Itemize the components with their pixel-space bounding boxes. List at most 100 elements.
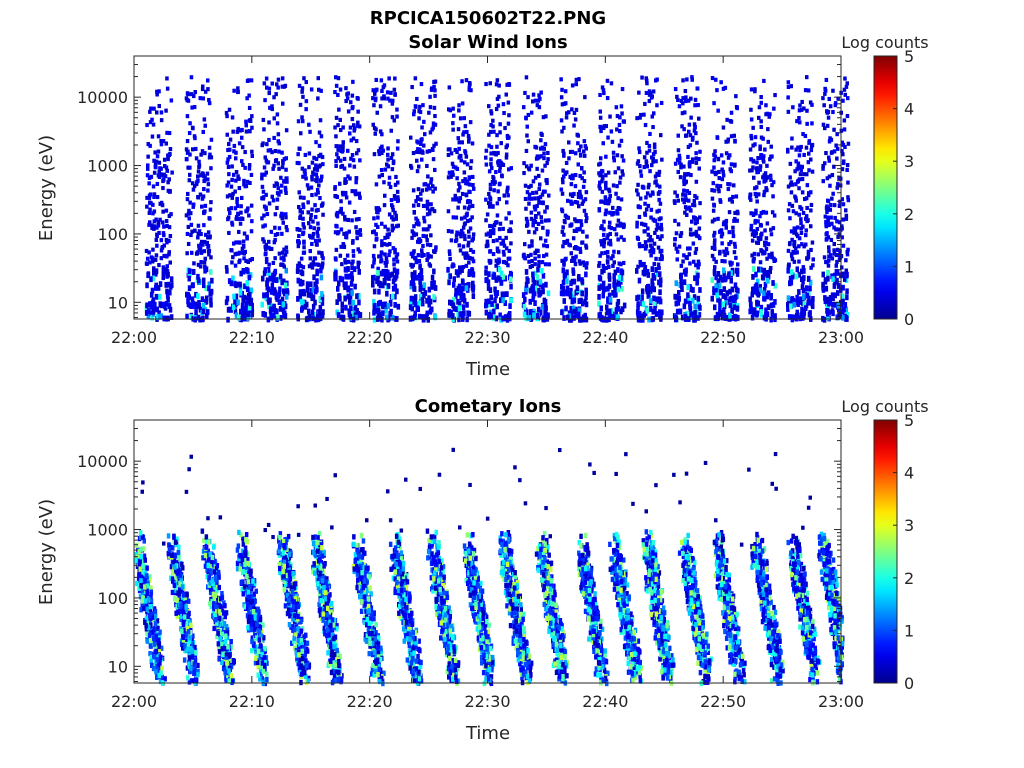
heatmap-cell xyxy=(762,193,766,198)
heatmap-cell xyxy=(145,195,149,200)
heatmap-cell xyxy=(679,233,683,238)
heatmap-cell xyxy=(597,294,601,300)
heatmap-cell xyxy=(678,156,682,161)
heatmap-cell xyxy=(507,211,511,216)
heatmap-cell xyxy=(462,233,467,238)
heatmap-cell xyxy=(160,674,165,680)
heatmap-cell xyxy=(635,309,640,316)
heatmap-cell xyxy=(799,217,803,222)
heatmap-cell xyxy=(246,311,251,317)
heatmap-cell xyxy=(154,217,158,222)
heatmap-cell xyxy=(690,157,695,162)
heatmap-cell xyxy=(356,247,360,252)
heatmap-cell xyxy=(237,176,241,181)
heatmap-cell xyxy=(164,141,168,146)
heatmap-cell xyxy=(311,303,316,310)
heatmap-cell xyxy=(316,76,320,81)
heatmap-cell xyxy=(145,565,149,571)
heatmap-cell xyxy=(371,281,375,288)
heatmap-cell xyxy=(277,166,281,171)
heatmap-cell xyxy=(600,268,604,275)
heatmap-cell xyxy=(275,82,279,87)
heatmap-cell xyxy=(597,207,601,212)
heatmap-cell xyxy=(302,76,306,81)
burst-0 xyxy=(134,480,167,686)
heatmap-cell xyxy=(458,116,463,121)
heatmap-cell xyxy=(788,241,792,246)
heatmap-cell xyxy=(769,266,773,271)
heatmap-cell xyxy=(729,110,734,115)
heatmap-cell xyxy=(507,248,511,253)
heatmap-cell xyxy=(161,220,165,225)
heatmap-cell xyxy=(685,172,689,177)
heatmap-cell xyxy=(828,299,833,306)
heatmap-cell xyxy=(234,150,238,155)
heatmap-cell xyxy=(150,287,155,294)
heatmap-cell xyxy=(498,168,502,173)
heatmap-cell xyxy=(375,308,379,314)
heatmap-cell xyxy=(612,155,616,160)
heatmap-cell xyxy=(430,274,435,281)
heatmap-cell xyxy=(433,93,437,98)
heatmap-cell xyxy=(748,168,752,173)
heatmap-cell xyxy=(318,304,323,311)
heatmap-cell xyxy=(307,221,311,226)
heatmap-cell xyxy=(207,281,211,288)
heatmap-cell xyxy=(314,163,318,168)
heatmap-cell xyxy=(825,296,830,303)
heatmap-cell xyxy=(341,140,345,145)
heatmap-cell xyxy=(301,230,306,235)
heatmap-cell xyxy=(159,172,163,177)
heatmap-cell xyxy=(688,232,693,237)
heatmap-cell xyxy=(578,152,583,157)
heatmap-cell xyxy=(269,246,274,251)
heatmap-cell xyxy=(572,315,576,321)
heatmap-cell xyxy=(174,576,178,582)
heatmap-cell xyxy=(618,223,623,228)
heatmap-cell xyxy=(753,287,757,294)
heatmap-cell xyxy=(495,201,500,206)
heatmap-cell xyxy=(830,196,834,201)
heatmap-cell xyxy=(509,283,513,290)
heatmap-cell xyxy=(417,109,421,114)
heatmap-cell xyxy=(578,246,582,251)
heatmap-cell xyxy=(343,260,348,265)
heatmap-cell xyxy=(846,180,850,185)
heatmap-cell xyxy=(598,253,602,258)
heatmap-cell xyxy=(561,267,565,274)
heatmap-cell xyxy=(206,230,211,235)
heatmap-cell xyxy=(539,154,543,159)
heatmap-cell xyxy=(321,261,325,266)
heatmap-cell xyxy=(727,271,731,278)
heatmap-cell xyxy=(811,296,815,302)
heatmap-cell xyxy=(279,262,283,267)
heatmap-cell xyxy=(427,299,431,306)
heatmap-cell xyxy=(318,163,322,168)
heatmap-cell xyxy=(396,223,400,228)
heatmap-cell xyxy=(140,588,145,594)
heatmap-cell xyxy=(462,116,466,121)
heatmap-cell xyxy=(822,103,826,108)
heatmap-cell xyxy=(683,210,687,215)
heatmap-cell xyxy=(643,101,647,106)
heatmap-cell xyxy=(542,243,546,248)
heatmap-cell xyxy=(233,189,237,194)
heatmap-cell xyxy=(686,246,690,251)
heatmap-cell xyxy=(388,300,393,307)
heatmap-cell xyxy=(677,153,682,158)
heatmap-cell xyxy=(303,303,308,310)
heatmap-cell xyxy=(833,215,837,220)
heatmap-cell xyxy=(832,248,836,253)
burst-15 xyxy=(710,76,740,322)
heatmap-cell xyxy=(228,147,232,152)
heatmap-cell xyxy=(185,157,189,162)
heatmap-cell xyxy=(574,312,578,319)
heatmap-cell xyxy=(390,205,395,210)
heatmap-cell xyxy=(389,156,394,161)
heatmap-cell xyxy=(225,267,229,274)
heatmap-cell xyxy=(187,208,191,213)
heatmap-cell xyxy=(152,106,156,111)
heatmap-cell xyxy=(732,301,736,307)
heatmap-cell xyxy=(447,170,452,175)
heatmap-cell xyxy=(494,82,499,87)
